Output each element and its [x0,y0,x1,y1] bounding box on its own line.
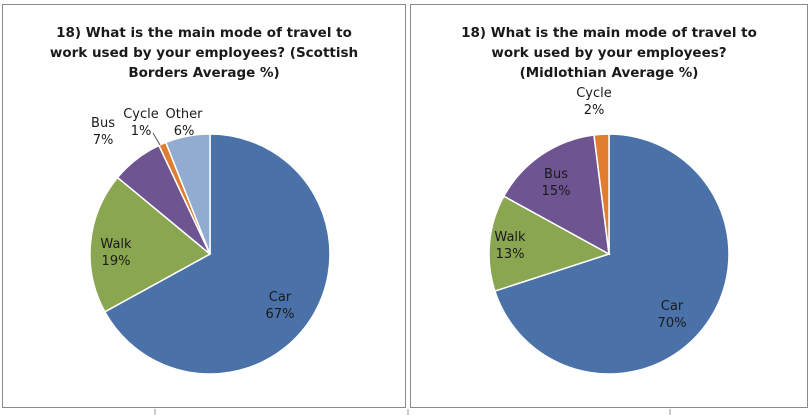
chart-title-line-1: 18) What is the main mode of travel to [461,25,757,41]
chart-title-line-2: work used by your employees? [491,45,727,61]
slice-value-label-other: 6% [174,124,195,139]
slice-label-car: Car [269,290,292,305]
slice-value-label-walk: 13% [496,247,525,262]
slice-label-bus: Bus [544,167,568,182]
slice-value-label-cycle: 2% [584,103,605,118]
pie-slice-cycle [593,133,610,255]
pie-slice-walk [89,176,212,313]
pie-slice-car [493,133,730,375]
chart-title-line-2: work used by your employees? (Scottish [49,45,359,61]
slice-label-walk: Walk [100,237,132,252]
chart-panel-midlothian: 18) What is the main mode of travel to w… [410,4,808,408]
pie-slice-car [103,133,331,375]
slice-label-walk: Walk [494,230,526,245]
chart-title-line-3: (Midlothian Average %) [519,65,699,81]
slice-label-bus: Bus [91,116,115,131]
leader-line [152,132,161,146]
pie-slice-bus [502,134,610,256]
chart-title-line-1: 18) What is the main mode of travel to [56,25,352,41]
pie-chart: Car 70% Walk 13% Bus 15% Cycle 2% [488,86,730,375]
slice-label-car: Car [661,299,684,314]
pie-slice-other [164,133,211,255]
slice-value-label-cycle: 1% [131,124,152,139]
slice-value-label-car: 70% [658,316,687,331]
slice-value-label-bus: 15% [542,184,571,199]
slice-label-cycle: Cycle [123,107,159,122]
slice-value-label-car: 67% [266,307,295,322]
chart-title-line-3: Borders Average %) [128,65,280,81]
slice-label-other: Other [166,107,204,122]
slice-value-label-walk: 19% [102,254,131,269]
pie-chart: Car 67% Walk 19% Bus 7% Cycle 1% Other 6% [89,107,331,375]
chart-panel-scottish-borders: 18) What is the main mode of travel to w… [2,4,406,408]
pie-slice-walk [488,195,611,293]
slice-value-label-bus: 7% [93,133,114,148]
slice-label-cycle: Cycle [576,86,612,101]
axis-tick-marks [154,409,671,415]
